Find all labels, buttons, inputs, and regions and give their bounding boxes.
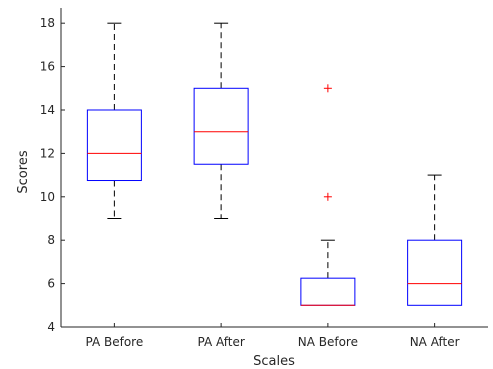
y-axis-title: Scores — [16, 150, 31, 193]
y-ticks-layer: 4 6 8 10 12 14 16 18 — [40, 16, 65, 334]
outlier-marker — [323, 84, 332, 93]
box-pa-after — [193, 22, 249, 219]
axes-layer — [60, 8, 488, 328]
y-tick-label: 8 — [47, 233, 55, 247]
x-tick-label: NA Before — [298, 335, 358, 349]
y-tick-label: 12 — [40, 146, 55, 160]
y-tick-label: 10 — [40, 190, 55, 204]
y-tick-label: 18 — [40, 16, 55, 30]
iqr-box — [86, 109, 142, 182]
box-pa-before — [86, 22, 142, 219]
y-tick-label: 14 — [40, 103, 55, 117]
plot-area — [61, 8, 488, 327]
box-na-before — [300, 84, 356, 306]
iqr-box — [407, 239, 463, 306]
y-tick-label: 4 — [47, 320, 55, 334]
y-tick-label: 6 — [47, 277, 55, 291]
x-tick-label: NA After — [410, 335, 460, 349]
x-ticks-layer: PA Before PA After NA Before NA After — [86, 323, 460, 349]
x-axis-title: Scales — [253, 354, 295, 369]
y-tick-label: 16 — [40, 60, 55, 74]
box-na-after — [407, 174, 463, 306]
x-tick-label: PA After — [197, 335, 244, 349]
outlier-marker — [323, 192, 332, 201]
boxes-layer — [86, 22, 463, 306]
iqr-box — [193, 87, 249, 165]
x-tick-label: PA Before — [86, 335, 144, 349]
